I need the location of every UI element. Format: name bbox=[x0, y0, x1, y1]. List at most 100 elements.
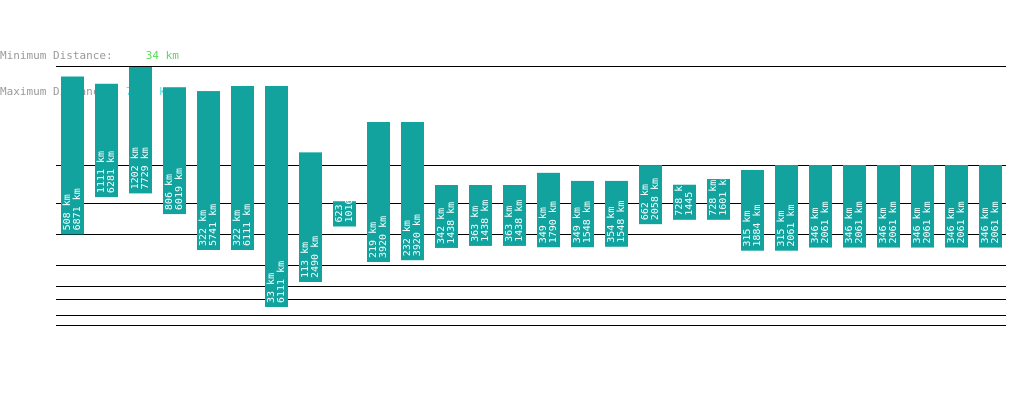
bar-low-label: 806 km bbox=[164, 174, 175, 210]
range-bar: 346 km 2061 km bbox=[843, 165, 866, 248]
range-bar: 806 km 6019 km bbox=[163, 87, 186, 215]
bar-high-label: 7729 km bbox=[140, 147, 151, 189]
bar-low-label: 349 km bbox=[538, 207, 549, 243]
range-bar: 349 km 1548 km bbox=[571, 180, 594, 248]
bar-high-label: 6019 km bbox=[174, 168, 185, 210]
bar-low-label: 346 km bbox=[946, 207, 957, 243]
range-bar-rect bbox=[469, 185, 492, 246]
bar-high-label: 1438 km bbox=[514, 200, 525, 242]
bar-low-label: 363 km bbox=[470, 206, 481, 242]
range-bar-rect bbox=[537, 172, 560, 248]
bar-high-label: 1016 bbox=[344, 198, 355, 222]
bar-low-label: 113 km bbox=[300, 242, 311, 278]
range-bar-rect bbox=[775, 165, 798, 251]
bar-low-label: 1111 km bbox=[96, 151, 107, 193]
range-bar: 346 km 2061 km bbox=[809, 165, 832, 248]
range-bar: 322 km 6111 km bbox=[231, 86, 254, 250]
bar-low-label: 322 km bbox=[198, 210, 209, 246]
range-bar-rect bbox=[707, 179, 730, 220]
range-bar: 322 km 5741 km bbox=[197, 91, 220, 251]
range-bar-rect bbox=[877, 165, 900, 248]
range-bar: 219 km 3920 km bbox=[367, 122, 390, 262]
range-bar-rect bbox=[95, 83, 118, 198]
range-bar: 354 km 1548 km bbox=[605, 180, 628, 247]
range-bar-rect bbox=[435, 185, 458, 248]
bar-low-label: 728 k bbox=[674, 186, 685, 216]
bar-high-label: 3920 km bbox=[378, 216, 389, 258]
bar-low-label: 342 km bbox=[436, 208, 447, 244]
bar-high-label: 3920 km bbox=[412, 214, 423, 256]
bar-high-label: 2061 km bbox=[990, 201, 1001, 243]
bar-low-label: 219 km bbox=[368, 222, 379, 258]
bar-group: 508 km 6871 km 1111 km 6281 km 1202 km 7729 k… bbox=[61, 67, 1002, 307]
range-bar: 363 km 1438 km bbox=[469, 185, 492, 246]
range-bar: 662 km 2058 km bbox=[639, 165, 662, 225]
bar-high-label: 6111 km bbox=[242, 204, 253, 246]
bar-high-label: 1601 km bbox=[718, 174, 729, 216]
bar-high-label: 1884 km bbox=[752, 205, 763, 247]
bar-low-label: 232 km bbox=[402, 220, 413, 256]
bar-low-label: 662 km bbox=[640, 184, 651, 220]
bar-low-label: 363 km bbox=[504, 206, 515, 242]
range-bar-rect bbox=[401, 122, 424, 261]
range-bar: 1111 km 6281 km bbox=[95, 83, 118, 198]
bar-low-label: 508 km bbox=[62, 194, 73, 230]
bar-high-label: 1548 km bbox=[582, 201, 593, 243]
range-bar: 728 k 1445 bbox=[673, 184, 696, 220]
bar-high-label: 2061 km bbox=[956, 201, 967, 243]
bar-low-label: 623 bbox=[334, 204, 345, 222]
range-bar-rect bbox=[61, 76, 84, 235]
min-distance-row: Minimum Distance: 34 km bbox=[0, 50, 179, 62]
bar-high-label: 2490 km bbox=[310, 236, 321, 278]
range-bar: 315 km 1884 km bbox=[741, 169, 764, 251]
bar-low-label: 315 km bbox=[776, 211, 787, 247]
bar-high-label: 2061 km bbox=[786, 205, 797, 247]
range-bar-rect bbox=[911, 165, 934, 248]
range-bar: 113 km 2490 km bbox=[299, 152, 322, 282]
range-bar: 346 km 2061 km bbox=[945, 165, 968, 248]
range-bar: 728 km 1601 km bbox=[707, 174, 730, 220]
bar-low-label: 1202 km bbox=[130, 147, 141, 189]
range-bar: 623 1016 bbox=[333, 198, 356, 227]
range-bar-rect bbox=[367, 122, 390, 262]
range-bar: 508 km 6871 km bbox=[61, 76, 84, 235]
bar-low-label: 346 km bbox=[810, 207, 821, 243]
bar-high-label: 2058 km bbox=[650, 178, 661, 220]
bar-low-label: 349 km bbox=[572, 207, 583, 243]
range-bar-rect bbox=[333, 201, 356, 227]
bar-low-label: 322 km bbox=[232, 210, 243, 246]
bar-high-label: 1445 bbox=[684, 192, 695, 216]
range-bar-rect bbox=[503, 185, 526, 246]
bar-low-label: 33 km bbox=[266, 273, 277, 303]
range-bar: 342 km 1438 km bbox=[435, 185, 458, 248]
bar-high-label: 1438 km bbox=[446, 202, 457, 244]
bar-high-label: 6871 km bbox=[72, 188, 83, 230]
bar-high-label: 5741 km bbox=[208, 204, 219, 246]
bar-high-label: 2061 km bbox=[922, 201, 933, 243]
bar-high-label: 1790 km bbox=[548, 201, 559, 243]
bar-low-label: 346 km bbox=[912, 207, 923, 243]
range-bar-rect bbox=[639, 165, 662, 225]
bar-high-label: 6111 km bbox=[276, 261, 287, 303]
bar-high-label: 6281 km bbox=[106, 151, 117, 193]
range-bar-rect bbox=[673, 184, 696, 220]
range-bar: 315 km 2061 km bbox=[775, 165, 798, 251]
bar-high-label: 1438 km bbox=[480, 200, 491, 242]
range-bar-rect bbox=[741, 169, 764, 251]
bar-low-label: 728 km bbox=[708, 180, 719, 216]
range-bar-rect bbox=[265, 86, 288, 307]
range-bar-rect bbox=[163, 87, 186, 215]
bar-high-label: 1548 km bbox=[616, 201, 627, 243]
bar-low-label: 346 km bbox=[844, 207, 855, 243]
range-bar: 33 km 6111 km bbox=[265, 86, 288, 307]
range-bar-rect bbox=[809, 165, 832, 248]
range-bar-rect bbox=[605, 180, 628, 247]
min-distance-label: Minimum Distance: bbox=[0, 49, 113, 62]
bar-low-label: 354 km bbox=[606, 207, 617, 243]
range-bar-rect bbox=[231, 86, 254, 250]
bar-low-label: 346 km bbox=[980, 207, 991, 243]
range-bar-rect bbox=[197, 91, 220, 251]
range-bar-rect bbox=[571, 180, 594, 248]
range-bar-rect bbox=[843, 165, 866, 248]
